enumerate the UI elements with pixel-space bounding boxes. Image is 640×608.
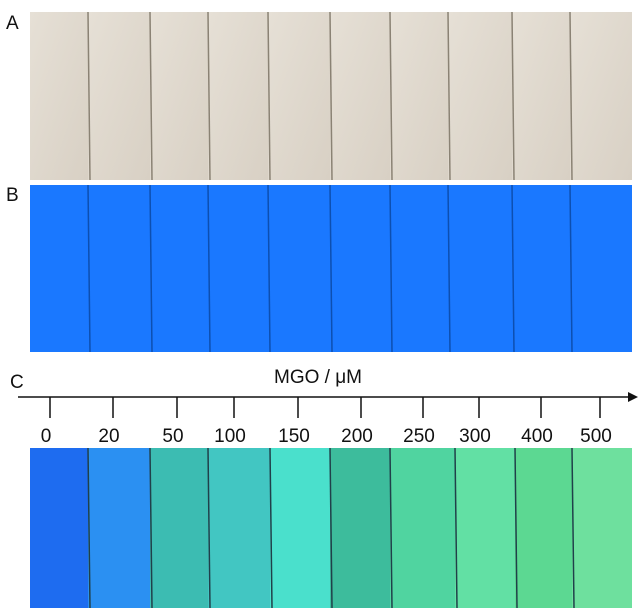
strip <box>455 448 515 608</box>
tick-label: 500 <box>580 426 612 447</box>
page: A B C MGO / μM 0 20 50 100 150 200 250 300 400 50… <box>0 0 640 608</box>
panel-label: B <box>6 185 19 206</box>
strip <box>268 12 330 180</box>
strip <box>268 185 330 352</box>
strip <box>208 448 270 608</box>
strip <box>150 12 208 180</box>
strip <box>448 12 512 180</box>
tick-label: 100 <box>214 426 246 447</box>
tick-label: 400 <box>521 426 553 447</box>
strip <box>390 185 448 352</box>
strip <box>572 448 632 608</box>
strip-photos <box>30 12 632 608</box>
strip <box>570 12 632 180</box>
axis-title: MGO / μM <box>274 367 362 388</box>
strip <box>150 448 208 608</box>
strip <box>88 448 150 608</box>
strip <box>30 185 88 352</box>
panel-label: A <box>6 13 19 34</box>
strip <box>448 185 512 352</box>
strip <box>88 12 150 180</box>
tick-label: 20 <box>98 426 119 447</box>
strip <box>88 185 150 352</box>
axis-arrow <box>628 392 638 402</box>
tick-label: 250 <box>403 426 435 447</box>
strip <box>390 12 448 180</box>
tick-label: 200 <box>341 426 373 447</box>
strip <box>270 448 330 608</box>
strip <box>330 12 390 180</box>
strip <box>150 185 208 352</box>
panel-label: C <box>10 372 24 393</box>
strip <box>30 12 88 180</box>
strip <box>330 448 390 608</box>
strip <box>30 448 88 608</box>
figure: A B C MGO / μM 0 20 50 100 150 200 250 300 400 50… <box>0 0 640 608</box>
strip <box>390 448 455 608</box>
strip <box>512 185 570 352</box>
strip <box>570 185 632 352</box>
strip <box>208 12 268 180</box>
strip <box>512 12 570 180</box>
strip <box>515 448 572 608</box>
tick-label: 300 <box>459 426 491 447</box>
strip <box>330 185 390 352</box>
tick-label: 50 <box>162 426 183 447</box>
strip <box>208 185 268 352</box>
tick-label: 150 <box>278 426 310 447</box>
tick-label: 0 <box>41 426 52 447</box>
